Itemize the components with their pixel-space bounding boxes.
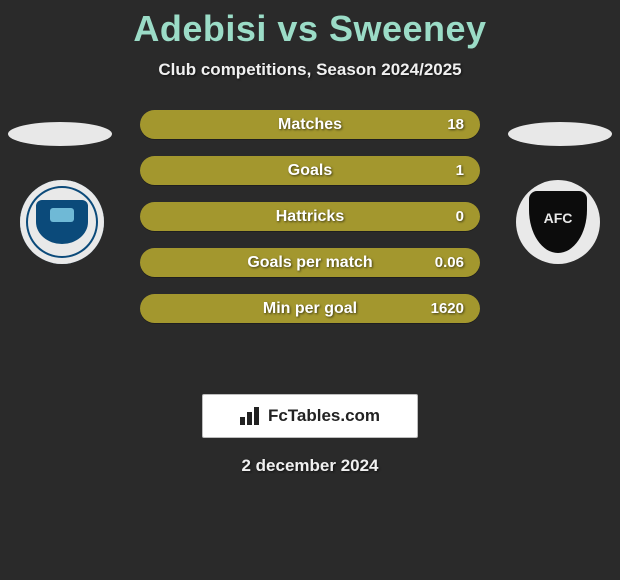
stat-value: 0	[456, 208, 464, 225]
shield-icon	[36, 200, 88, 244]
stat-bar-row: Matches 18	[140, 110, 480, 139]
stat-bars: Matches 18 Goals 1 Hattricks 0 Goals per match…	[140, 110, 480, 340]
stat-bar-row: Goals per match 0.06	[140, 248, 480, 277]
stat-bar-row: Goals 1	[140, 156, 480, 185]
right-platform-ellipse	[508, 122, 612, 146]
shield-icon: AFC	[529, 191, 587, 253]
brand-text: FcTables.com	[268, 406, 380, 426]
stat-bar-row: Hattricks 0	[140, 202, 480, 231]
right-club-badge: AFC	[516, 180, 600, 264]
page-title: Adebisi vs Sweeney	[0, 8, 620, 50]
stat-value: 1620	[431, 300, 464, 317]
date-label: 2 december 2024	[0, 456, 620, 476]
stat-label: Min per goal	[263, 300, 357, 318]
stat-label: Hattricks	[276, 208, 344, 226]
comparison-card: Adebisi vs Sweeney Club competitions, Se…	[0, 0, 620, 580]
left-club-badge	[20, 180, 104, 264]
stat-value: 0.06	[435, 254, 464, 271]
stat-value: 1	[456, 162, 464, 179]
stat-value: 18	[447, 116, 464, 133]
stat-label: Matches	[278, 116, 342, 134]
comparison-arena: AFC Matches 18 Goals 1 Hattricks 0 Goals per m…	[0, 110, 620, 370]
page-subtitle: Club competitions, Season 2024/2025	[0, 60, 620, 80]
club-initials: AFC	[544, 210, 573, 226]
stat-label: Goals per match	[247, 254, 372, 272]
bar-chart-icon	[240, 407, 262, 425]
stat-bar-row: Min per goal 1620	[140, 294, 480, 323]
brand-badge[interactable]: FcTables.com	[202, 394, 418, 438]
stat-label: Goals	[288, 162, 332, 180]
left-platform-ellipse	[8, 122, 112, 146]
